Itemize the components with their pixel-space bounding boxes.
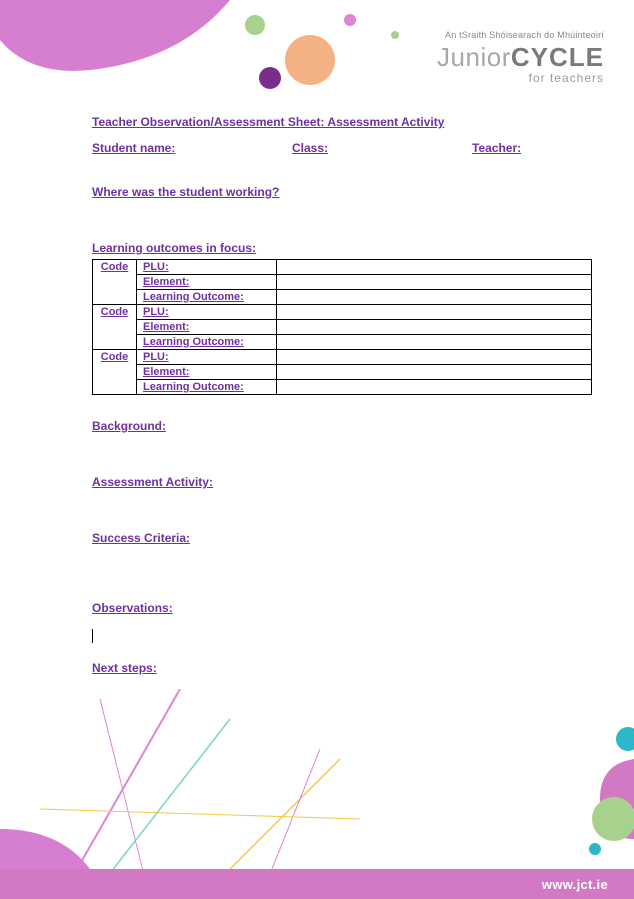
cell-code: Code xyxy=(93,350,137,395)
section-learning-outcomes: Learning outcomes in focus: xyxy=(92,241,592,255)
cell-plu: PLU: xyxy=(137,350,277,365)
logo-main: JuniorCYCLE xyxy=(437,42,604,73)
logo-sub: for teachers xyxy=(437,71,604,85)
label-class: Class: xyxy=(292,141,472,155)
learning-outcomes-table: Code PLU: Element: Learning Outcome: Cod… xyxy=(92,259,592,395)
cell-element: Element: xyxy=(137,365,277,380)
cell-value xyxy=(277,365,592,380)
cell-value xyxy=(277,305,592,320)
cell-learning-outcome: Learning Outcome: xyxy=(137,290,277,305)
table-row: Element: xyxy=(93,365,592,380)
table-row: Code PLU: xyxy=(93,260,592,275)
cell-plu: PLU: xyxy=(137,305,277,320)
cell-learning-outcome: Learning Outcome: xyxy=(137,380,277,395)
section-next-steps: Next steps: xyxy=(92,661,592,675)
cell-value xyxy=(277,350,592,365)
label-teacher: Teacher: xyxy=(472,141,521,155)
cell-value xyxy=(277,260,592,275)
cell-value xyxy=(277,320,592,335)
cell-learning-outcome: Learning Outcome: xyxy=(137,335,277,350)
cell-plu: PLU: xyxy=(137,260,277,275)
field-row: Student name: Class: Teacher: xyxy=(92,141,592,155)
logo: An tSraith Shóisearach do Mhúinteoirí Ju… xyxy=(437,30,604,85)
cell-value xyxy=(277,275,592,290)
cell-value xyxy=(277,380,592,395)
table-row: Code PLU: xyxy=(93,350,592,365)
table-row: Code PLU: xyxy=(93,305,592,320)
table-row: Learning Outcome: xyxy=(93,380,592,395)
footer-bar: www.jct.ie xyxy=(0,869,634,899)
table-row: Element: xyxy=(93,275,592,290)
cell-value xyxy=(277,335,592,350)
logo-word-junior: Junior xyxy=(437,42,511,72)
logo-word-cycle: CYCLE xyxy=(511,42,604,72)
section-background: Background: xyxy=(92,419,592,433)
document-body: Teacher Observation/Assessment Sheet: As… xyxy=(92,115,592,675)
cell-value xyxy=(277,290,592,305)
table-row: Learning Outcome: xyxy=(93,335,592,350)
cell-element: Element: xyxy=(137,275,277,290)
label-student-name: Student name: xyxy=(92,141,292,155)
logo-tagline: An tSraith Shóisearach do Mhúinteoirí xyxy=(437,30,604,40)
section-success-criteria: Success Criteria: xyxy=(92,531,592,545)
cell-element: Element: xyxy=(137,320,277,335)
section-observations: Observations: xyxy=(92,601,592,615)
table-row: Element: xyxy=(93,320,592,335)
text-cursor xyxy=(92,629,93,643)
footer-url: www.jct.ie xyxy=(542,877,608,892)
section-assessment-activity: Assessment Activity: xyxy=(92,475,592,489)
cell-code: Code xyxy=(93,260,137,305)
section-where: Where was the student working? xyxy=(92,185,592,199)
table-row: Learning Outcome: xyxy=(93,290,592,305)
footer-decoration xyxy=(0,689,634,899)
page-title: Teacher Observation/Assessment Sheet: As… xyxy=(92,115,592,129)
cell-code: Code xyxy=(93,305,137,350)
